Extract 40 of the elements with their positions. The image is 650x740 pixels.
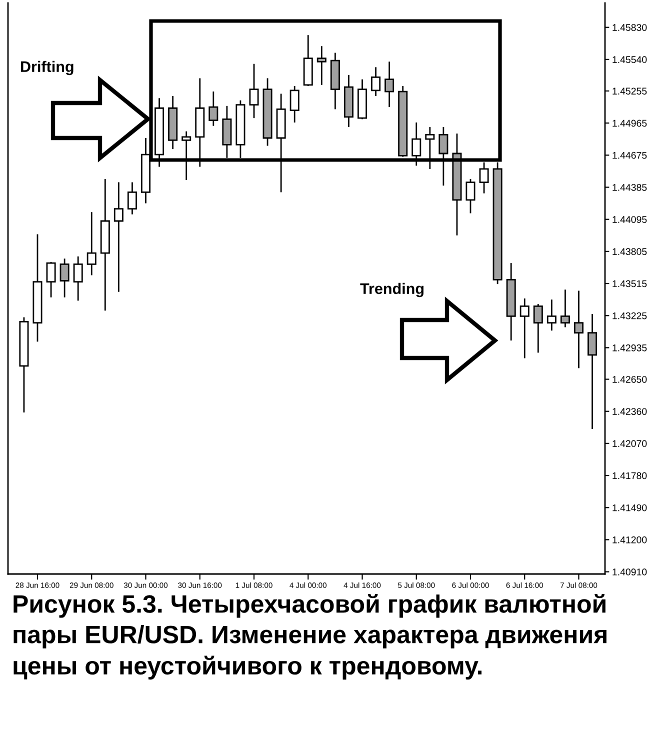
y-tick-label: 1.42650 xyxy=(612,376,647,383)
candlestick xyxy=(127,182,137,216)
candlestick xyxy=(60,258,70,298)
candlestick xyxy=(316,45,326,86)
candlestick xyxy=(208,90,218,127)
candlestick xyxy=(249,63,259,119)
candlestick xyxy=(574,290,584,369)
candlestick xyxy=(466,178,476,214)
candlestick xyxy=(533,303,543,354)
y-tick-label: 1.41780 xyxy=(612,472,647,480)
y-tick-label: 1.44675 xyxy=(612,152,647,159)
candlestick xyxy=(560,288,570,328)
y-tick-label: 1.44095 xyxy=(612,216,647,223)
candlestick xyxy=(546,298,556,332)
y-tick-label: 1.45540 xyxy=(612,56,647,64)
candlestick xyxy=(588,313,598,430)
y-tick-label: 1.43515 xyxy=(612,280,647,288)
y-tick-label: 1.42070 xyxy=(612,440,647,448)
y-tick-label: 1.42360 xyxy=(612,408,647,415)
y-tick-label: 1.45830 xyxy=(612,24,647,31)
y-tick-label: 1.43225 xyxy=(612,312,647,320)
candlestick xyxy=(114,182,124,293)
candlestick xyxy=(384,60,394,108)
y-tick-label: 1.40910 xyxy=(612,568,647,576)
annotation: Trending xyxy=(360,282,424,298)
y-tick-label: 1.43805 xyxy=(612,248,647,256)
y-tick-label: 1.41490 xyxy=(612,504,647,512)
candlestick xyxy=(371,66,381,97)
candlestick xyxy=(46,261,56,298)
y-tick-label: 1.44965 xyxy=(612,120,647,127)
candlestick xyxy=(520,298,530,359)
annotation: Drifting xyxy=(21,60,74,76)
candlestick xyxy=(86,211,96,276)
candlestick xyxy=(73,256,83,302)
y-tick-label: 1.42935 xyxy=(612,344,647,352)
text: Рисунок 5.3. Четырехчасовой график валютной пары EUR/USD. Изменение характера движения цены от неустойчивого к трендовому. xyxy=(14,594,606,680)
candlestick xyxy=(290,85,300,124)
y-tick-label: 1.45255 xyxy=(612,88,647,95)
y-tick-label: 1.41200 xyxy=(612,536,647,544)
y-tick-label: 1.44385 xyxy=(612,184,647,191)
